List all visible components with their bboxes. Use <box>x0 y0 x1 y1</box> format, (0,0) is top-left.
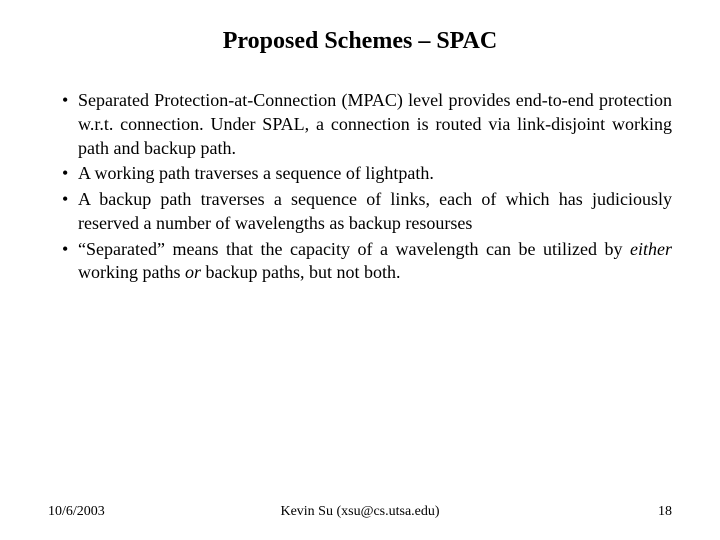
bullet-item: A working path traverses a sequence of l… <box>62 162 672 186</box>
bullet-item: A backup path traverses a sequence of li… <box>62 188 672 236</box>
footer-author: Kevin Su (xsu@cs.utsa.edu) <box>48 504 672 520</box>
slide: Proposed Schemes – SPAC Separated Protec… <box>0 0 720 540</box>
bullet-text: “Separated” means that the capacity of a… <box>78 239 672 283</box>
slide-title: Proposed Schemes – SPAC <box>48 28 672 55</box>
bullet-text: A working path traverses a sequence of l… <box>78 163 434 183</box>
bullet-list: Separated Protection-at-Connection (MPAC… <box>48 89 672 285</box>
bullet-item: “Separated” means that the capacity of a… <box>62 238 672 286</box>
footer-page-number: 18 <box>658 504 672 520</box>
bullet-item: Separated Protection-at-Connection (MPAC… <box>62 89 672 160</box>
slide-footer: 10/6/2003 Kevin Su (xsu@cs.utsa.edu) 18 <box>48 504 672 520</box>
bullet-text: Separated Protection-at-Connection (MPAC… <box>78 90 672 158</box>
footer-date: 10/6/2003 <box>48 504 105 520</box>
bullet-text: A backup path traverses a sequence of li… <box>78 189 672 233</box>
